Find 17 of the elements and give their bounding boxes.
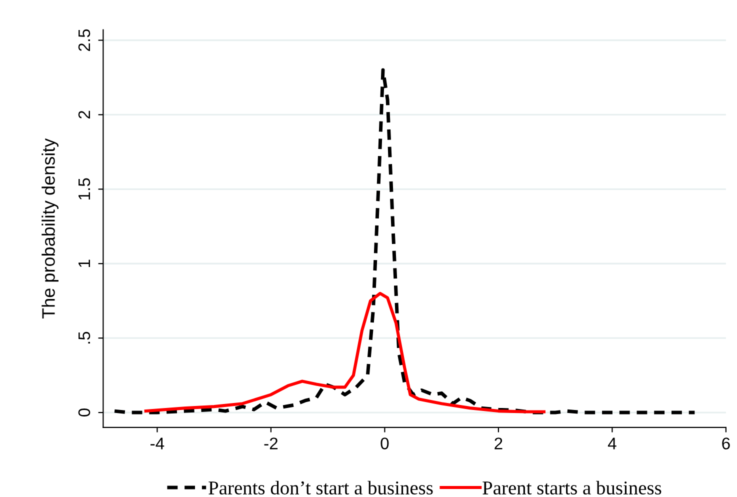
y-tick-label: 0 — [78, 408, 90, 417]
y-tick-label: 2 — [78, 110, 90, 118]
legend-label: Parent starts a business — [482, 480, 662, 495]
y-tick-label: 2.5 — [78, 29, 90, 51]
y-tick-label: 1 — [78, 260, 90, 267]
x-tick-label: -4 — [150, 438, 164, 450]
y-tick-label: .5 — [78, 332, 90, 344]
line-series — [144, 292, 546, 414]
x-tick-label: 6 — [722, 438, 730, 450]
y-axis-title: The probability density — [42, 138, 58, 319]
x-tick-label: 2 — [494, 438, 502, 450]
line-series — [112, 68, 696, 414]
y-tick-label: 1.5 — [78, 178, 90, 200]
x-tick-label: 4 — [608, 438, 616, 450]
x-tick-label: -2 — [264, 438, 278, 450]
x-tick-label: 0 — [380, 438, 389, 450]
legend-label: Parents don’t start a business — [208, 480, 433, 495]
